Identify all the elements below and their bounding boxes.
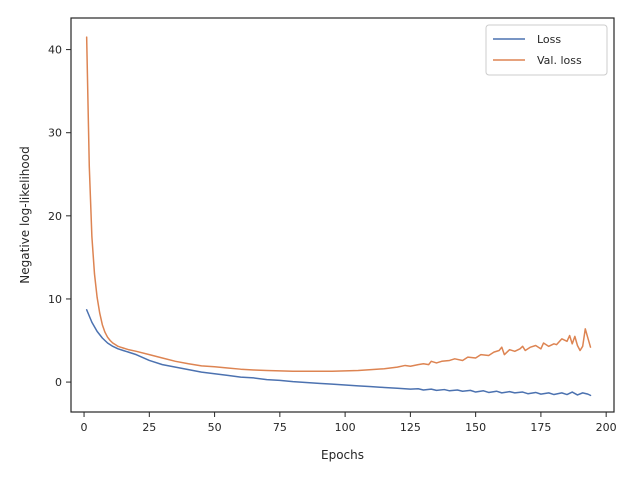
legend: Loss Val. loss bbox=[485, 24, 608, 76]
y-tick-label: 40 bbox=[48, 44, 62, 57]
x-tick-label: 50 bbox=[208, 421, 222, 434]
x-tick-label: 25 bbox=[142, 421, 156, 434]
x-tick-label: 175 bbox=[530, 421, 551, 434]
x-tick-label: 75 bbox=[273, 421, 287, 434]
y-tick-label: 10 bbox=[48, 293, 62, 306]
y-tick-label: 20 bbox=[48, 210, 62, 223]
legend-box bbox=[485, 24, 608, 76]
legend-label: Val. loss bbox=[537, 54, 582, 67]
series-layer bbox=[85, 36, 592, 397]
axes-frame bbox=[70, 17, 615, 413]
x-tick-label: 125 bbox=[400, 421, 421, 434]
legend-label: Loss bbox=[537, 33, 561, 46]
y-axis-label: Negative log-likelihood bbox=[18, 146, 32, 283]
x-tick-label: 150 bbox=[465, 421, 486, 434]
x-axis-label: Epochs bbox=[321, 448, 364, 462]
y-tick-label: 0 bbox=[55, 376, 62, 389]
x-tick-label: 200 bbox=[596, 421, 617, 434]
x-axis-ticks: 0 25 50 75 100 125 150 175 200 bbox=[81, 412, 617, 434]
x-tick-label: 0 bbox=[81, 421, 88, 434]
plot-area bbox=[70, 17, 615, 413]
y-axis-ticks: 0 10 20 30 40 bbox=[48, 44, 71, 389]
series-line-loss bbox=[85, 309, 592, 397]
series-line-val-loss bbox=[85, 36, 592, 373]
y-tick-label: 30 bbox=[48, 127, 62, 140]
x-tick-label: 100 bbox=[335, 421, 356, 434]
